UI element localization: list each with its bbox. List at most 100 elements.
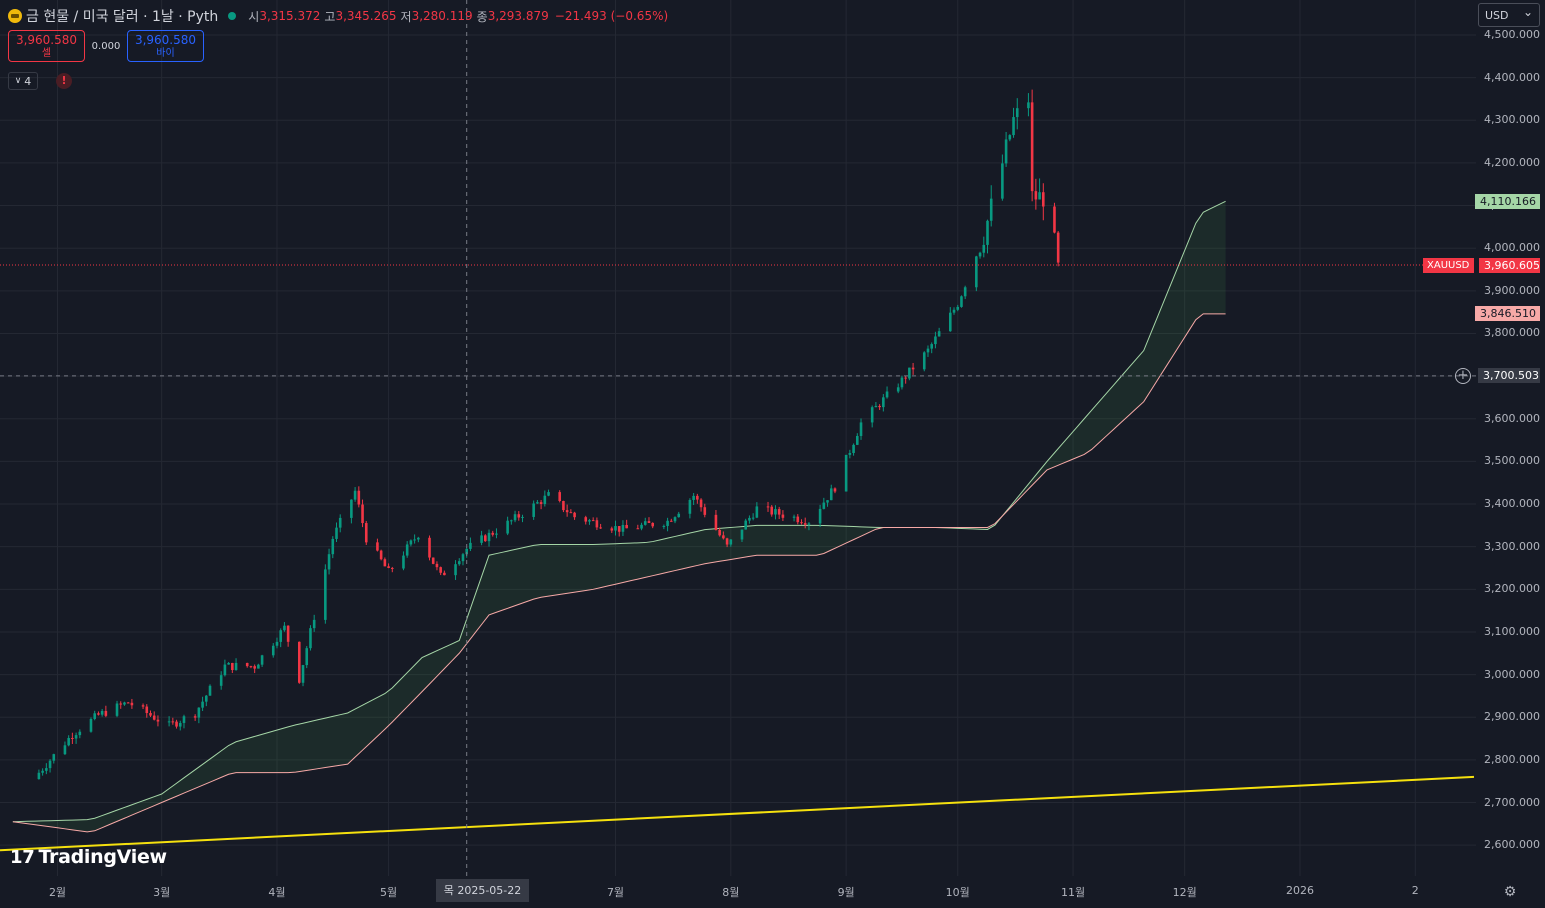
sell-label: 셀: [41, 48, 52, 59]
candle-down: [130, 702, 134, 706]
candle-down: [725, 538, 729, 545]
candle-up: [495, 533, 498, 535]
candle-up: [900, 377, 904, 388]
candle-up: [532, 503, 535, 517]
alert-icon[interactable]: !: [56, 73, 72, 89]
candle-down: [376, 542, 379, 551]
add-alert-plus-icon[interactable]: +: [1455, 368, 1471, 384]
candle-up: [197, 707, 201, 718]
candle-up: [885, 391, 889, 398]
candle-down: [558, 492, 561, 502]
candle-down: [573, 512, 576, 518]
candle-down: [803, 523, 807, 525]
candle-up: [89, 718, 93, 732]
y-tick-label: 3,200.000: [1484, 582, 1540, 596]
candle-up: [662, 525, 666, 527]
candle-up: [692, 495, 695, 500]
candle-down: [770, 506, 774, 515]
candle-up: [1008, 135, 1012, 140]
symbol-title[interactable]: 금 현물 / 미국 달러 · 1날 · Pyth: [26, 9, 219, 25]
candle-down: [1030, 102, 1034, 192]
candle-down: [591, 520, 595, 522]
candle-up: [223, 664, 227, 676]
sell-button[interactable]: 3,960.580 셀: [8, 30, 85, 62]
ohlc-low-value: 3,280.119: [411, 9, 473, 23]
buy-price: 3,960.580: [134, 33, 197, 47]
ohlc-change: −21.493 (−0.65%): [554, 9, 669, 23]
candle-up: [227, 662, 230, 665]
y-tick-label: 4,000.000: [1484, 241, 1540, 255]
candle-down: [718, 529, 721, 536]
candle-up: [521, 516, 524, 518]
candle-down: [696, 495, 699, 500]
buy-button[interactable]: 3,960.580 바이: [127, 30, 204, 62]
candle-up: [829, 488, 833, 501]
currency-select[interactable]: USD: [1478, 3, 1540, 27]
ohlc-high-label: 고: [324, 9, 336, 24]
candle-up: [115, 703, 119, 716]
candle-up: [926, 348, 930, 353]
candle-down: [249, 666, 253, 668]
candle-down: [878, 405, 881, 408]
candle-down: [364, 523, 368, 543]
candle-down: [141, 705, 145, 707]
candle-down: [800, 522, 803, 524]
candle-down: [699, 499, 703, 508]
candle-down: [245, 662, 249, 667]
indicator-toggle[interactable]: ∨ 4: [8, 72, 38, 90]
candlestick-series: [37, 89, 1060, 780]
y-tick-label: 3,100.000: [1484, 624, 1540, 638]
tradingview-mark-icon: 17: [10, 846, 35, 868]
y-tick-label: 3,500.000: [1484, 454, 1540, 468]
y-tick-label: 2,900.000: [1484, 710, 1540, 724]
x-tick-label: 4월: [268, 886, 286, 899]
y-tick-label: 3,400.000: [1484, 497, 1540, 511]
candle-up: [543, 495, 547, 504]
candle-up: [402, 555, 405, 569]
candle-down: [781, 514, 785, 518]
candle-up: [908, 367, 911, 379]
candle-up: [331, 538, 335, 555]
candle-up: [614, 526, 617, 531]
candle-down: [595, 520, 599, 528]
cloud-line-b: [12, 313, 1226, 833]
crosshair-price-badge: 3,700.503: [1478, 368, 1540, 383]
candle-up: [350, 499, 353, 518]
crosshair-date-label: 목 2025-05-22: [436, 879, 529, 902]
candle-down: [569, 512, 573, 514]
candle-down: [435, 563, 439, 568]
candle-up: [848, 452, 852, 455]
candle-up: [588, 520, 591, 522]
candle-down: [625, 524, 628, 529]
candle-down: [253, 666, 256, 669]
settings-gear-icon[interactable]: ⚙: [1503, 884, 1517, 900]
candle-up: [409, 540, 413, 545]
x-tick-label: 12월: [1172, 886, 1197, 899]
candle-up: [922, 352, 926, 370]
candle-up: [677, 513, 681, 518]
candle-up: [748, 517, 751, 521]
candle-up: [792, 516, 796, 518]
candle-up: [279, 630, 282, 642]
candle-up: [621, 524, 625, 532]
tradingview-logo[interactable]: 17 TradingView: [10, 846, 167, 868]
candle-down: [104, 710, 108, 716]
candle-up: [963, 287, 967, 297]
cloud-line-a: [12, 200, 1226, 823]
candle-up: [301, 665, 305, 683]
ohlc-low-label: 저: [400, 9, 412, 24]
y-tick-label: 4,300.000: [1484, 113, 1540, 127]
candle-up: [547, 492, 550, 496]
candle-down: [298, 641, 301, 683]
y-tick-label: 3,800.000: [1484, 326, 1540, 340]
candle-down: [145, 706, 149, 714]
candle-up: [48, 760, 52, 769]
x-tick-label: 7월: [606, 886, 625, 899]
x-tick-label: 2026: [1285, 884, 1314, 897]
candle-up: [1012, 117, 1015, 136]
candle-up: [178, 722, 182, 727]
candle-up: [740, 529, 744, 540]
candle-up: [405, 544, 409, 556]
candle-up: [807, 523, 811, 525]
